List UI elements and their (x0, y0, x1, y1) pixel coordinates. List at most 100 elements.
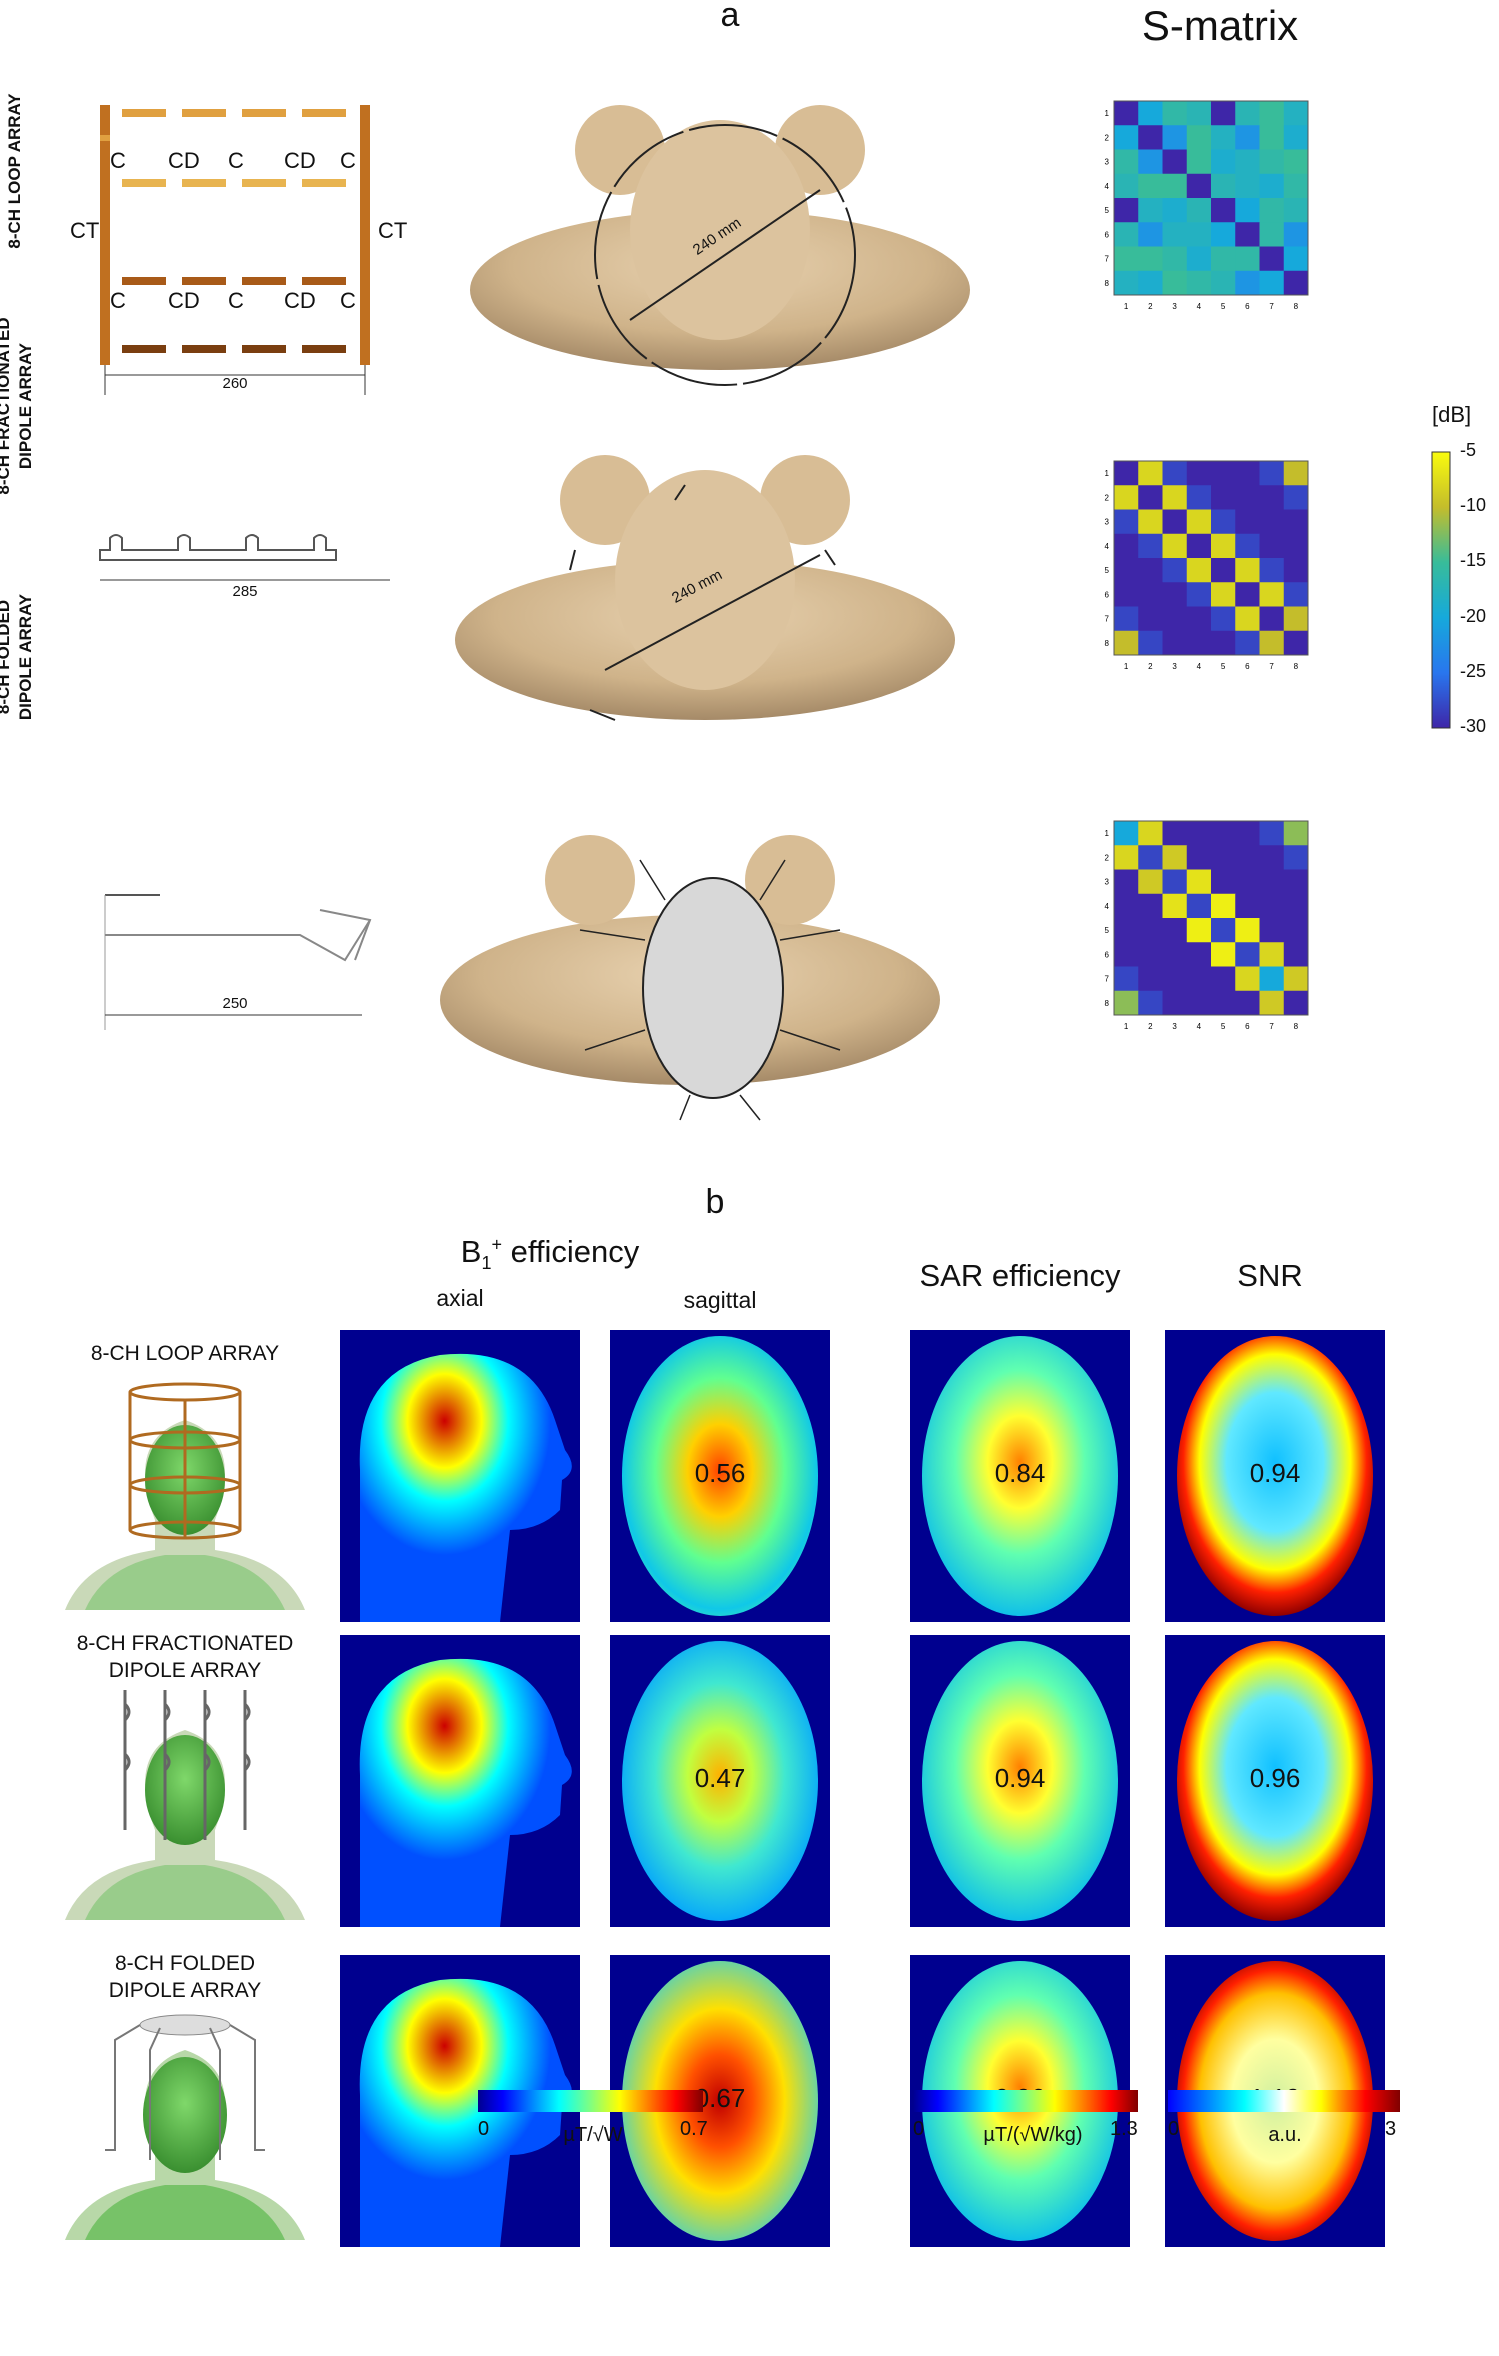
b1-cb-max: 0.7 (680, 2118, 708, 2140)
smatrix-cell (1235, 821, 1260, 846)
smatrix-cell (1186, 606, 1212, 632)
smatrix-cell (1162, 966, 1188, 992)
smatrix-tick-y: 8 (1105, 999, 1110, 1008)
smatrix-tick-x: 8 (1294, 302, 1299, 311)
smatrix-cell (1211, 461, 1236, 486)
smatrix-tick-x: 7 (1269, 302, 1274, 311)
smatrix-cell (1259, 198, 1285, 223)
smatrix-cell (1283, 869, 1309, 895)
smatrix-colorbar-tick: -15 (1460, 550, 1487, 571)
smatrix-cell (1186, 942, 1212, 967)
smatrix-cell (1283, 173, 1309, 199)
smatrix-tick-x: 4 (1197, 662, 1202, 671)
smatrix-cell (1211, 222, 1236, 247)
smatrix-cell (1162, 582, 1188, 607)
cap-top-3: C (228, 148, 244, 173)
loop-array-schematic (100, 105, 370, 395)
smatrix-tick-y: 7 (1105, 255, 1110, 264)
smatrix-cell (1235, 845, 1260, 870)
axial-label: axial (436, 1285, 484, 1311)
smatrix-tick-x: 5 (1221, 302, 1226, 311)
smatrix-cell (1211, 942, 1236, 967)
axial-map (340, 1955, 580, 2247)
smatrix-cell (1114, 942, 1139, 967)
sagittal-value: 0.56 (694, 1458, 746, 1488)
smatrix-cell (1162, 942, 1188, 967)
smatrix-cell (1138, 821, 1163, 846)
smatrix-cell (1211, 246, 1236, 272)
axial-map (340, 1330, 580, 1622)
smatrix-cell (1114, 173, 1139, 199)
smatrix-cell (1211, 606, 1236, 632)
snr-colorbar (1168, 2090, 1400, 2112)
b1-cb-unit: µT/√W (563, 2124, 623, 2146)
smatrix-cell (1138, 918, 1163, 943)
smatrix-cell (1162, 533, 1188, 559)
smatrix-cell (1186, 990, 1212, 1016)
smatrix-tick-y: 5 (1105, 566, 1110, 575)
loop-dimension: 260 (222, 375, 248, 392)
smatrix-cell (1283, 198, 1309, 223)
smatrix-cell (1162, 869, 1188, 895)
smatrix-cell (1162, 198, 1188, 223)
smatrix-cell (1138, 893, 1163, 919)
smatrix-cell (1138, 990, 1163, 1016)
smatrix-cell (1114, 558, 1139, 583)
smatrix-cell (1259, 582, 1285, 607)
smatrix-cell (1259, 966, 1285, 992)
smatrix-cell (1186, 198, 1212, 223)
smatrix-cell (1235, 246, 1260, 272)
smatrix-tick-y: 1 (1105, 469, 1110, 478)
smatrix-cell (1235, 461, 1260, 486)
smatrix-cell (1114, 821, 1139, 846)
smatrix-cell (1138, 606, 1163, 632)
panel-letter-b: b (705, 1183, 725, 1221)
smatrix-cell (1211, 198, 1236, 223)
smatrix-tick-x: 6 (1245, 302, 1250, 311)
smatrix-cell (1138, 869, 1163, 895)
smatrix-tick-x: 6 (1245, 662, 1250, 671)
smatrix-cell (1138, 630, 1163, 656)
smatrix-cell (1114, 533, 1139, 559)
phantom-body-loop (470, 105, 970, 386)
smatrix-tick-x: 7 (1269, 662, 1274, 671)
smatrix-cell (1235, 198, 1260, 223)
smatrix-cell (1211, 125, 1236, 150)
smatrix-cell (1186, 149, 1212, 175)
sagittal-map (610, 1635, 830, 1927)
smatrix-tick-y: 7 (1105, 975, 1110, 984)
smatrix-cell (1283, 606, 1309, 632)
smatrix-cell (1211, 149, 1236, 175)
smatrix-tick-y: 3 (1105, 878, 1110, 887)
smatrix-cell (1114, 966, 1139, 992)
sagittal-label: sagittal (683, 1287, 757, 1313)
smatrix-cell (1259, 630, 1285, 656)
smatrix-cell (1283, 630, 1309, 656)
fractionated-dimension: 285 (232, 583, 258, 600)
smatrix-cell (1186, 101, 1212, 126)
smatrix-cell (1162, 893, 1188, 919)
smatrix-tick-x: 5 (1221, 1022, 1226, 1031)
cap-bottom-3: C (228, 288, 244, 313)
smatrix-cell (1162, 630, 1188, 656)
smatrix-cell (1186, 845, 1212, 870)
smatrix-cell (1235, 558, 1260, 583)
smatrix-cell (1138, 149, 1163, 175)
smatrix-cell (1114, 125, 1139, 150)
smatrix-cell (1235, 149, 1260, 175)
smatrix-cell (1162, 173, 1188, 199)
smatrix-tick-x: 6 (1245, 1022, 1250, 1031)
sar-cb-min: 0 (913, 2118, 925, 2140)
smatrix-colorbar-tick: -20 (1460, 605, 1487, 626)
smatrix-cell (1259, 149, 1285, 175)
smatrix-cell (1211, 101, 1236, 126)
smatrix-cell (1283, 990, 1309, 1016)
snr-cb-unit: a.u. (1268, 2124, 1302, 2146)
snr-value: 0.94 (1249, 1458, 1301, 1488)
smatrix-cell (1235, 893, 1260, 919)
smatrix-cell (1211, 845, 1236, 870)
cap-side-right: CT (378, 218, 408, 243)
smatrix-tick-y: 6 (1105, 950, 1110, 959)
smatrix-tick-y: 5 (1105, 206, 1110, 215)
smatrix-cell (1211, 582, 1236, 607)
